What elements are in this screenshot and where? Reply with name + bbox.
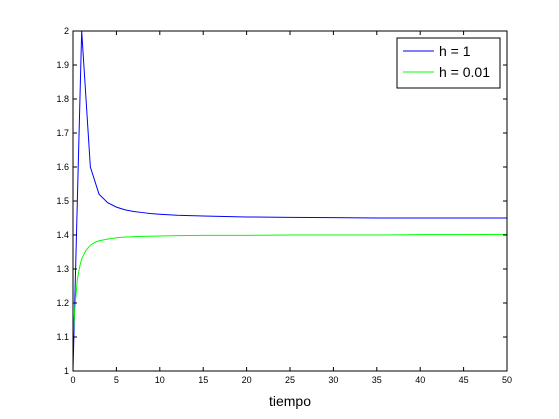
y-tick-label: 1.2 (56, 298, 69, 308)
x-tick-label: 40 (415, 375, 425, 385)
x-tick-label: 5 (114, 375, 119, 385)
x-tick-label: 10 (155, 375, 165, 385)
y-tick-label: 1 (64, 366, 69, 376)
x-tick-label: 45 (459, 375, 469, 385)
axes-layer: 0 5 10 15 20 25 30 35 40 45 50 1 1.1 1.2 1.3 1.4 1.5 1.6 1… (56, 26, 512, 385)
y-tick-label: 1.4 (56, 230, 69, 240)
x-tick-label: 50 (502, 375, 512, 385)
legend-label-1: h = 1 (439, 43, 471, 59)
x-tick-label: 20 (242, 375, 252, 385)
x-tick-label: 25 (285, 375, 295, 385)
y-tick-label: 1.6 (56, 162, 69, 172)
legend: h = 1 h = 0.01 (396, 37, 501, 89)
y-tick-label: 1.7 (56, 128, 69, 138)
x-tick-label: 35 (372, 375, 382, 385)
y-tick-label: 1.8 (56, 94, 69, 104)
series-line-1 (72, 30, 507, 372)
x-tick-label: 15 (198, 375, 208, 385)
y-tick-label: 1.1 (56, 332, 69, 342)
series-layer (72, 30, 508, 372)
legend-box (396, 37, 501, 89)
y-tick-label: 2 (64, 26, 69, 36)
series-line-2 (72, 233, 508, 338)
legend-label-2: h = 0.01 (439, 64, 490, 80)
x-axis-label: tiempo (269, 393, 311, 409)
y-tick-label: 1.9 (56, 60, 69, 70)
y-tick-label: 1.3 (56, 264, 69, 274)
y-tick-label: 1.5 (56, 196, 69, 206)
x-tick-label: 30 (328, 375, 338, 385)
x-tick-label: 0 (70, 375, 75, 385)
